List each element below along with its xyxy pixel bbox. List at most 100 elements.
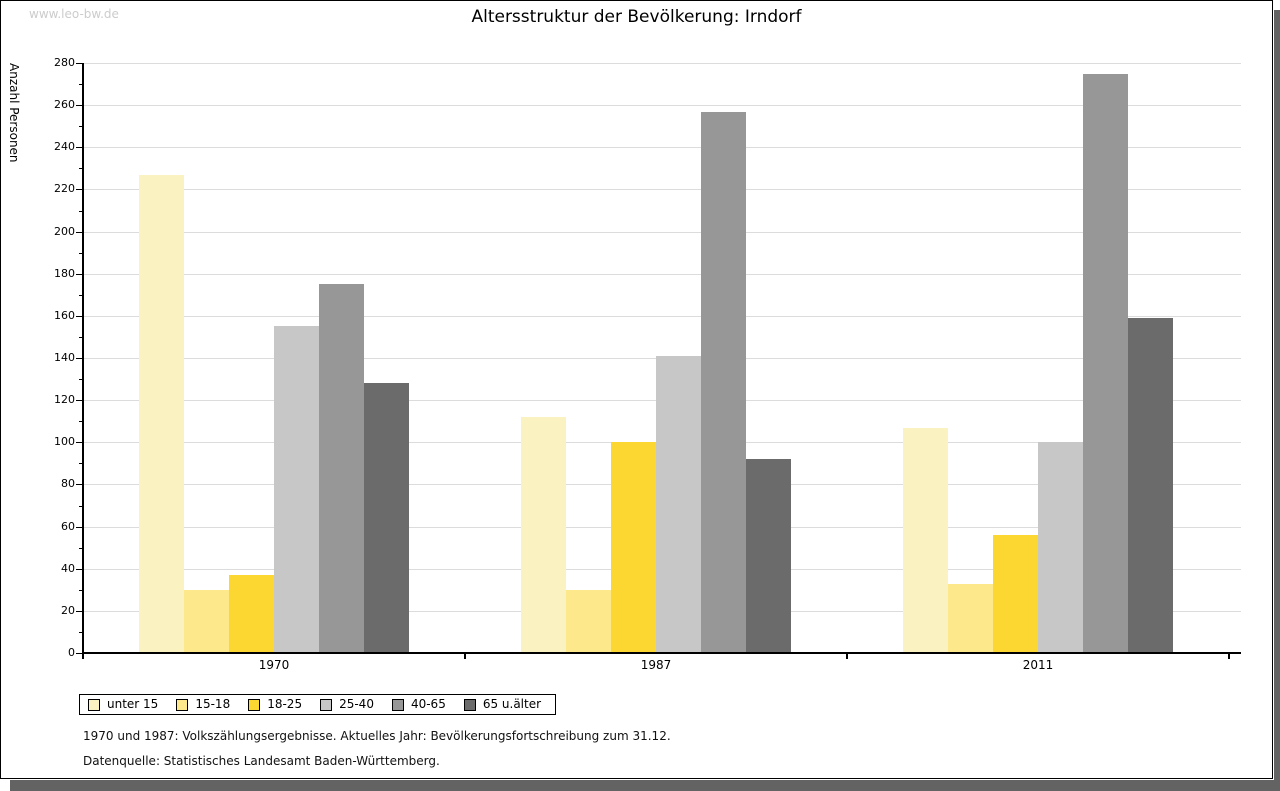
bar-15-18-2011 bbox=[948, 583, 993, 653]
bar-65-u-lter-1970 bbox=[364, 383, 409, 653]
y-major-tick-20 bbox=[76, 611, 83, 612]
y-major-tick-140 bbox=[76, 358, 83, 359]
bar-65-u-lter-1987 bbox=[746, 459, 791, 653]
bar-40-65-2011 bbox=[1083, 73, 1128, 653]
bar-25-40-1987 bbox=[656, 355, 701, 653]
legend-swatch bbox=[320, 698, 333, 711]
bar-unter-15-2011 bbox=[903, 427, 948, 653]
y-minor-tick-30 bbox=[79, 590, 83, 591]
bar-65-u-lter-2011 bbox=[1128, 318, 1173, 653]
bar-40-65-1970 bbox=[319, 284, 364, 654]
y-minor-tick-170 bbox=[79, 295, 83, 296]
y-major-tick-120 bbox=[76, 400, 83, 401]
y-major-tick-100 bbox=[76, 442, 83, 443]
gridline-y-280 bbox=[83, 63, 1241, 64]
y-major-tick-160 bbox=[76, 316, 83, 317]
watermark: www.leo-bw.de bbox=[29, 7, 119, 21]
y-tick-label-220: 220 bbox=[54, 182, 75, 195]
legend-swatch bbox=[248, 698, 261, 711]
legend-item-unter-15: unter 15 bbox=[88, 698, 158, 711]
bar-25-40-1970 bbox=[274, 326, 319, 653]
y-minor-tick-250 bbox=[79, 126, 83, 127]
panel-drop-shadow-bottom bbox=[10, 780, 1280, 791]
legend-item-25-40: 25-40 bbox=[320, 698, 374, 711]
legend-label: unter 15 bbox=[107, 697, 159, 711]
y-minor-tick-230 bbox=[79, 168, 83, 169]
x-axis-line bbox=[83, 652, 1241, 654]
y-tick-label-140: 140 bbox=[54, 351, 75, 364]
y-tick-label-160: 160 bbox=[54, 309, 75, 322]
bar-18-25-1987 bbox=[611, 442, 656, 653]
y-minor-tick-210 bbox=[79, 211, 83, 212]
y-major-tick-0 bbox=[76, 653, 83, 654]
y-major-tick-180 bbox=[76, 274, 83, 275]
bar-15-18-1987 bbox=[566, 589, 611, 653]
x-tick-2 bbox=[846, 654, 848, 659]
gridline-y-240 bbox=[83, 147, 1241, 148]
footnote-source-note: 1970 und 1987: Volkszählungsergebnisse. … bbox=[83, 729, 671, 743]
legend-item-15-18: 15-18 bbox=[176, 698, 230, 711]
legend-swatch bbox=[463, 698, 476, 711]
legend-label: 18-25 bbox=[267, 697, 303, 711]
bar-18-25-1970 bbox=[229, 575, 274, 653]
y-major-tick-280 bbox=[76, 63, 83, 64]
y-tick-label-120: 120 bbox=[54, 393, 75, 406]
y-minor-tick-70 bbox=[79, 506, 83, 507]
y-tick-label-280: 280 bbox=[54, 56, 75, 69]
y-tick-label-0: 0 bbox=[68, 646, 75, 659]
gridline-y-220 bbox=[83, 189, 1241, 190]
y-major-tick-220 bbox=[76, 189, 83, 190]
bar-40-65-1987 bbox=[701, 111, 746, 653]
legend-swatch bbox=[391, 698, 404, 711]
panel-drop-shadow-right bbox=[1274, 10, 1280, 791]
y-minor-tick-150 bbox=[79, 337, 83, 338]
x-category-label-2011: 2011 bbox=[1022, 658, 1054, 672]
legend-label: 65 u.älter bbox=[482, 697, 542, 711]
x-category-label-1970: 1970 bbox=[258, 658, 290, 672]
gridline-y-200 bbox=[83, 232, 1241, 233]
x-tick-1 bbox=[464, 654, 466, 659]
y-tick-label-260: 260 bbox=[54, 98, 75, 111]
legend-label: 15-18 bbox=[195, 697, 231, 711]
y-tick-label-100: 100 bbox=[54, 435, 75, 448]
chart-panel: www.leo-bw.de Altersstruktur der Bevölke… bbox=[0, 0, 1273, 779]
y-tick-label-80: 80 bbox=[61, 477, 75, 490]
footnote-data-source: Datenquelle: Statistisches Landesamt Bad… bbox=[83, 754, 440, 768]
x-category-label-1987: 1987 bbox=[640, 658, 672, 672]
gridline-y-160 bbox=[83, 316, 1241, 317]
y-minor-tick-10 bbox=[79, 632, 83, 633]
y-minor-tick-110 bbox=[79, 421, 83, 422]
x-tick-0 bbox=[82, 654, 84, 659]
y-tick-label-180: 180 bbox=[54, 267, 75, 280]
bar-unter-15-1987 bbox=[521, 417, 566, 653]
bar-18-25-2011 bbox=[993, 535, 1038, 653]
gridline-y-260 bbox=[83, 105, 1241, 106]
bar-15-18-1970 bbox=[184, 589, 229, 653]
y-minor-tick-130 bbox=[79, 379, 83, 380]
y-major-tick-200 bbox=[76, 232, 83, 233]
legend-item-18-25: 18-25 bbox=[248, 698, 302, 711]
y-minor-tick-90 bbox=[79, 463, 83, 464]
legend-item-40-65: 40-65 bbox=[391, 697, 446, 711]
x-tick-3 bbox=[1228, 654, 1230, 659]
legend-label: 25-40 bbox=[339, 697, 374, 711]
legend-item-65-u-lter: 65 u.älter bbox=[463, 697, 542, 711]
y-tick-label-240: 240 bbox=[54, 140, 75, 153]
legend-swatch bbox=[88, 698, 100, 711]
legend-swatch bbox=[176, 698, 189, 711]
y-major-tick-260 bbox=[76, 105, 83, 106]
chart-legend: unter 15 15-18 18-25 25-40 40-65 65 u.älter bbox=[79, 694, 557, 715]
y-axis-title: Anzahl Personen bbox=[7, 63, 21, 163]
chart-title: Altersstruktur der Bevölkerung: Irndorf bbox=[471, 7, 802, 27]
legend-label: 40-65 bbox=[410, 697, 446, 711]
y-minor-tick-270 bbox=[79, 84, 83, 85]
y-tick-label-60: 60 bbox=[61, 520, 75, 533]
bar-unter-15-1970 bbox=[139, 174, 184, 653]
y-major-tick-240 bbox=[76, 147, 83, 148]
y-major-tick-40 bbox=[76, 569, 83, 570]
y-tick-label-200: 200 bbox=[54, 225, 75, 238]
y-major-tick-60 bbox=[76, 527, 83, 528]
y-minor-tick-190 bbox=[79, 253, 83, 254]
